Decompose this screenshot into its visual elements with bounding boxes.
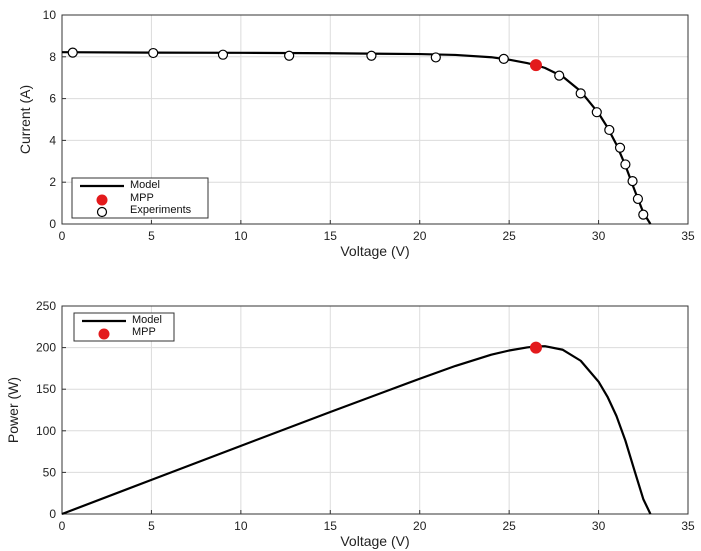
- iv-experiment-point: [614, 142, 626, 153]
- iv-experiment-point: [430, 52, 441, 63]
- iv-x-tick-label: 0: [59, 229, 66, 243]
- iv-experiment-point: [217, 49, 229, 60]
- iv-legend-box: [71, 177, 209, 219]
- iv-experiment-point: [284, 50, 295, 61]
- iv-experiment-point: [627, 176, 638, 187]
- iv-experiment-point: [604, 124, 615, 136]
- power-legend-label: MPP: [132, 326, 156, 338]
- iv-experiment-point: [67, 47, 78, 58]
- power-chart: 0 5 10 15 20 25 30 35 0 50 100 150 200 250 Voltage (V)…: [5, 299, 695, 549]
- power-x-tick-label: 10: [234, 519, 248, 533]
- power-x-tick-label: 20: [413, 519, 427, 533]
- power-x-tick-label: 0: [59, 519, 66, 533]
- power-legend-box: [73, 312, 175, 342]
- iv-x-tick-label: 25: [502, 229, 516, 243]
- iv-legend-label: Experiments: [130, 204, 192, 216]
- iv-experiment-point: [638, 209, 649, 220]
- iv-legend-label: Model: [130, 179, 160, 191]
- iv-y-tick-label: 4: [49, 133, 56, 147]
- iv-x-tick-label: 5: [148, 229, 155, 243]
- iv-y-tick-label: 2: [49, 175, 56, 189]
- iv-legend-label: MPP: [130, 192, 154, 204]
- power-y-tick-label: 200: [36, 341, 56, 355]
- power-y-axis-label: Power (W): [5, 377, 21, 443]
- iv-experiment-point: [575, 88, 586, 99]
- iv-x-tick-label: 10: [234, 229, 248, 243]
- iv-x-tick-label: 35: [681, 229, 695, 243]
- iv-y-tick-label: 8: [49, 50, 56, 64]
- iv-chart: 0 5 10 15 20 25 30 35 0 2 4 6 8 10 Voltage (V) Current …: [17, 8, 695, 259]
- iv-experiment-point: [498, 53, 509, 64]
- power-y-tick-label: 100: [36, 424, 56, 438]
- iv-experiment-point: [366, 50, 377, 61]
- power-y-tick-label: 0: [49, 507, 56, 521]
- power-y-tick-label: 250: [36, 299, 56, 313]
- power-x-tick-label: 5: [148, 519, 155, 533]
- iv-experiment-point: [591, 107, 602, 118]
- iv-mpp-point: [529, 59, 542, 72]
- iv-x-axis-label: Voltage (V): [340, 243, 409, 259]
- power-x-tick-label: 25: [502, 519, 516, 533]
- iv-x-tick-label: 30: [592, 229, 606, 243]
- iv-x-tick-label: 20: [413, 229, 427, 243]
- iv-legend-experiment-swatch: [96, 206, 108, 218]
- iv-y-tick-label: 10: [43, 8, 57, 22]
- iv-experiment-point: [632, 193, 644, 205]
- power-x-tick-label: 15: [324, 519, 338, 533]
- iv-experiment-point: [620, 159, 631, 170]
- power-x-axis-label: Voltage (V): [340, 533, 409, 549]
- power-axes-box: [61, 305, 689, 515]
- iv-y-tick-label: 0: [49, 217, 56, 231]
- power-y-tick-label: 150: [36, 382, 56, 396]
- iv-axes-box: [61, 14, 689, 225]
- power-mpp-point: [529, 341, 542, 354]
- iv-x-tick-label: 15: [324, 229, 338, 243]
- power-x-tick-label: 30: [592, 519, 606, 533]
- iv-experiment-point: [554, 70, 565, 81]
- iv-y-tick-label: 6: [49, 92, 56, 106]
- power-legend-label: Model: [132, 314, 162, 326]
- iv-legend-mpp-swatch: [96, 194, 108, 206]
- power-legend-mpp-swatch: [98, 328, 110, 340]
- power-x-tick-label: 35: [681, 519, 695, 533]
- power-y-tick-label: 50: [43, 465, 57, 479]
- iv-y-axis-label: Current (A): [17, 85, 33, 154]
- iv-experiment-point: [148, 47, 159, 59]
